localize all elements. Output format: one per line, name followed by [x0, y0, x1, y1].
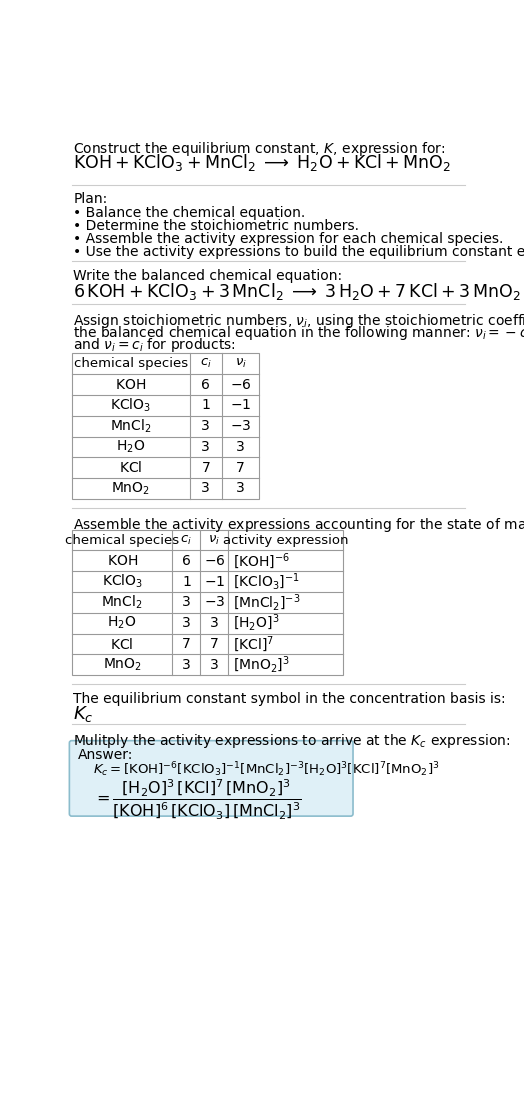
Text: $\mathrm{KOH}$: $\mathrm{KOH}$ [106, 554, 138, 568]
Text: 7: 7 [201, 461, 210, 474]
Text: • Determine the stoichiometric numbers.: • Determine the stoichiometric numbers. [73, 218, 359, 233]
Text: chemical species: chemical species [65, 534, 179, 547]
Text: $[\mathrm{H_2O}]^{3}$: $[\mathrm{H_2O}]^{3}$ [233, 613, 279, 633]
Text: $\mathrm{KCl}$: $\mathrm{KCl}$ [119, 460, 143, 475]
Text: 1: 1 [201, 398, 210, 413]
Text: 1: 1 [182, 575, 191, 589]
Text: $\mathrm{KCl}$: $\mathrm{KCl}$ [111, 636, 134, 652]
Text: $-3$: $-3$ [204, 596, 225, 610]
Text: $\nu_i$: $\nu_i$ [209, 534, 220, 547]
Text: $K_c$: $K_c$ [73, 705, 94, 725]
Text: Construct the equilibrium constant, $K$, expression for:: Construct the equilibrium constant, $K$,… [73, 140, 446, 158]
Bar [72, 353, 259, 499]
Text: 3: 3 [182, 657, 191, 672]
Text: 6: 6 [182, 554, 191, 568]
Text: 6: 6 [201, 377, 210, 392]
Text: Assemble the activity expressions accounting for the state of matter and $\nu_i$: Assemble the activity expressions accoun… [73, 516, 524, 534]
FancyBboxPatch shape [69, 740, 353, 816]
Text: $-6$: $-6$ [230, 377, 252, 392]
Text: The equilibrium constant symbol in the concentration basis is:: The equilibrium constant symbol in the c… [73, 693, 506, 706]
Text: $c_i$: $c_i$ [180, 534, 192, 547]
Text: $-6$: $-6$ [203, 554, 225, 568]
Text: • Use the activity expressions to build the equilibrium constant expression.: • Use the activity expressions to build … [73, 245, 524, 259]
Text: 3: 3 [236, 482, 245, 495]
Text: $= \dfrac{[\mathrm{H_2O}]^{3}\,[\mathrm{KCl}]^{7}\,[\mathrm{MnO_2}]^{3}}{[\mathr: $= \dfrac{[\mathrm{H_2O}]^{3}\,[\mathrm{… [93, 777, 302, 821]
Text: Answer:: Answer: [78, 748, 133, 761]
Text: $-1$: $-1$ [204, 575, 225, 589]
Text: activity expression: activity expression [223, 534, 348, 547]
Text: and $\nu_i = c_i$ for products:: and $\nu_i = c_i$ for products: [73, 336, 236, 354]
Text: Mulitply the activity expressions to arrive at the $K_c$ expression:: Mulitply the activity expressions to arr… [73, 732, 511, 750]
Text: $\mathrm{MnCl_2}$: $\mathrm{MnCl_2}$ [101, 593, 143, 611]
Text: $[\mathrm{KCl}]^{7}$: $[\mathrm{KCl}]^{7}$ [233, 634, 274, 654]
Text: $\nu_i$: $\nu_i$ [235, 357, 247, 371]
Text: $[\mathrm{MnCl_2}]^{-3}$: $[\mathrm{MnCl_2}]^{-3}$ [233, 592, 300, 612]
Text: 3: 3 [210, 617, 219, 630]
Text: 3: 3 [201, 419, 210, 433]
Text: the balanced chemical equation in the following manner: $\nu_i = -c_i$ for react: the balanced chemical equation in the fo… [73, 324, 524, 342]
Text: $[\mathrm{KClO_3}]^{-1}$: $[\mathrm{KClO_3}]^{-1}$ [233, 571, 300, 592]
Text: $\mathrm{KOH + KClO_3 + MnCl_2 \;\longrightarrow\; H_2O + KCl + MnO_2}$: $\mathrm{KOH + KClO_3 + MnCl_2 \;\longri… [73, 152, 452, 173]
Text: $[\mathrm{MnO_2}]^{3}$: $[\mathrm{MnO_2}]^{3}$ [233, 654, 290, 675]
Text: 7: 7 [182, 638, 191, 651]
Text: 3: 3 [201, 440, 210, 454]
Text: 3: 3 [236, 440, 245, 454]
Text: $\mathrm{KClO_3}$: $\mathrm{KClO_3}$ [110, 397, 151, 414]
Text: 3: 3 [201, 482, 210, 495]
Text: $c_i$: $c_i$ [200, 357, 212, 371]
Text: $\mathrm{MnCl_2}$: $\mathrm{MnCl_2}$ [110, 417, 151, 435]
Text: $\mathrm{KOH}$: $\mathrm{KOH}$ [115, 377, 146, 392]
Text: 3: 3 [182, 617, 191, 630]
Text: $\mathrm{6\,KOH + KClO_3 + 3\,MnCl_2 \;\longrightarrow\; 3\,H_2O + 7\,KCl + 3\,M: $\mathrm{6\,KOH + KClO_3 + 3\,MnCl_2 \;\… [73, 281, 521, 302]
Text: • Balance the chemical equation.: • Balance the chemical equation. [73, 205, 305, 219]
Text: 7: 7 [236, 461, 245, 474]
Text: $K_c = [\mathrm{KOH}]^{-6}[\mathrm{KClO_3}]^{-1}[\mathrm{MnCl_2}]^{-3}[\mathrm{H: $K_c = [\mathrm{KOH}]^{-6}[\mathrm{KClO_… [93, 760, 440, 779]
Bar [72, 529, 343, 675]
Text: $\mathrm{H_2O}$: $\mathrm{H_2O}$ [116, 439, 145, 456]
Text: $-3$: $-3$ [230, 419, 252, 433]
Text: Write the balanced chemical equation:: Write the balanced chemical equation: [73, 269, 342, 282]
Text: chemical species: chemical species [73, 357, 188, 371]
Text: $[\mathrm{KOH}]^{-6}$: $[\mathrm{KOH}]^{-6}$ [233, 550, 290, 571]
Text: $\mathrm{KClO_3}$: $\mathrm{KClO_3}$ [102, 572, 143, 590]
Text: 3: 3 [210, 657, 219, 672]
Text: $\mathrm{H_2O}$: $\mathrm{H_2O}$ [107, 615, 137, 631]
Text: Assign stoichiometric numbers, $\nu_i$, using the stoichiometric coefficients, $: Assign stoichiometric numbers, $\nu_i$, … [73, 312, 524, 330]
Text: 7: 7 [210, 638, 219, 651]
Text: $-1$: $-1$ [230, 398, 252, 413]
Text: $\mathrm{MnO_2}$: $\mathrm{MnO_2}$ [111, 480, 150, 496]
Text: 3: 3 [182, 596, 191, 610]
Text: $\mathrm{MnO_2}$: $\mathrm{MnO_2}$ [103, 656, 141, 673]
Text: • Assemble the activity expression for each chemical species.: • Assemble the activity expression for e… [73, 232, 504, 246]
Text: Plan:: Plan: [73, 192, 107, 206]
